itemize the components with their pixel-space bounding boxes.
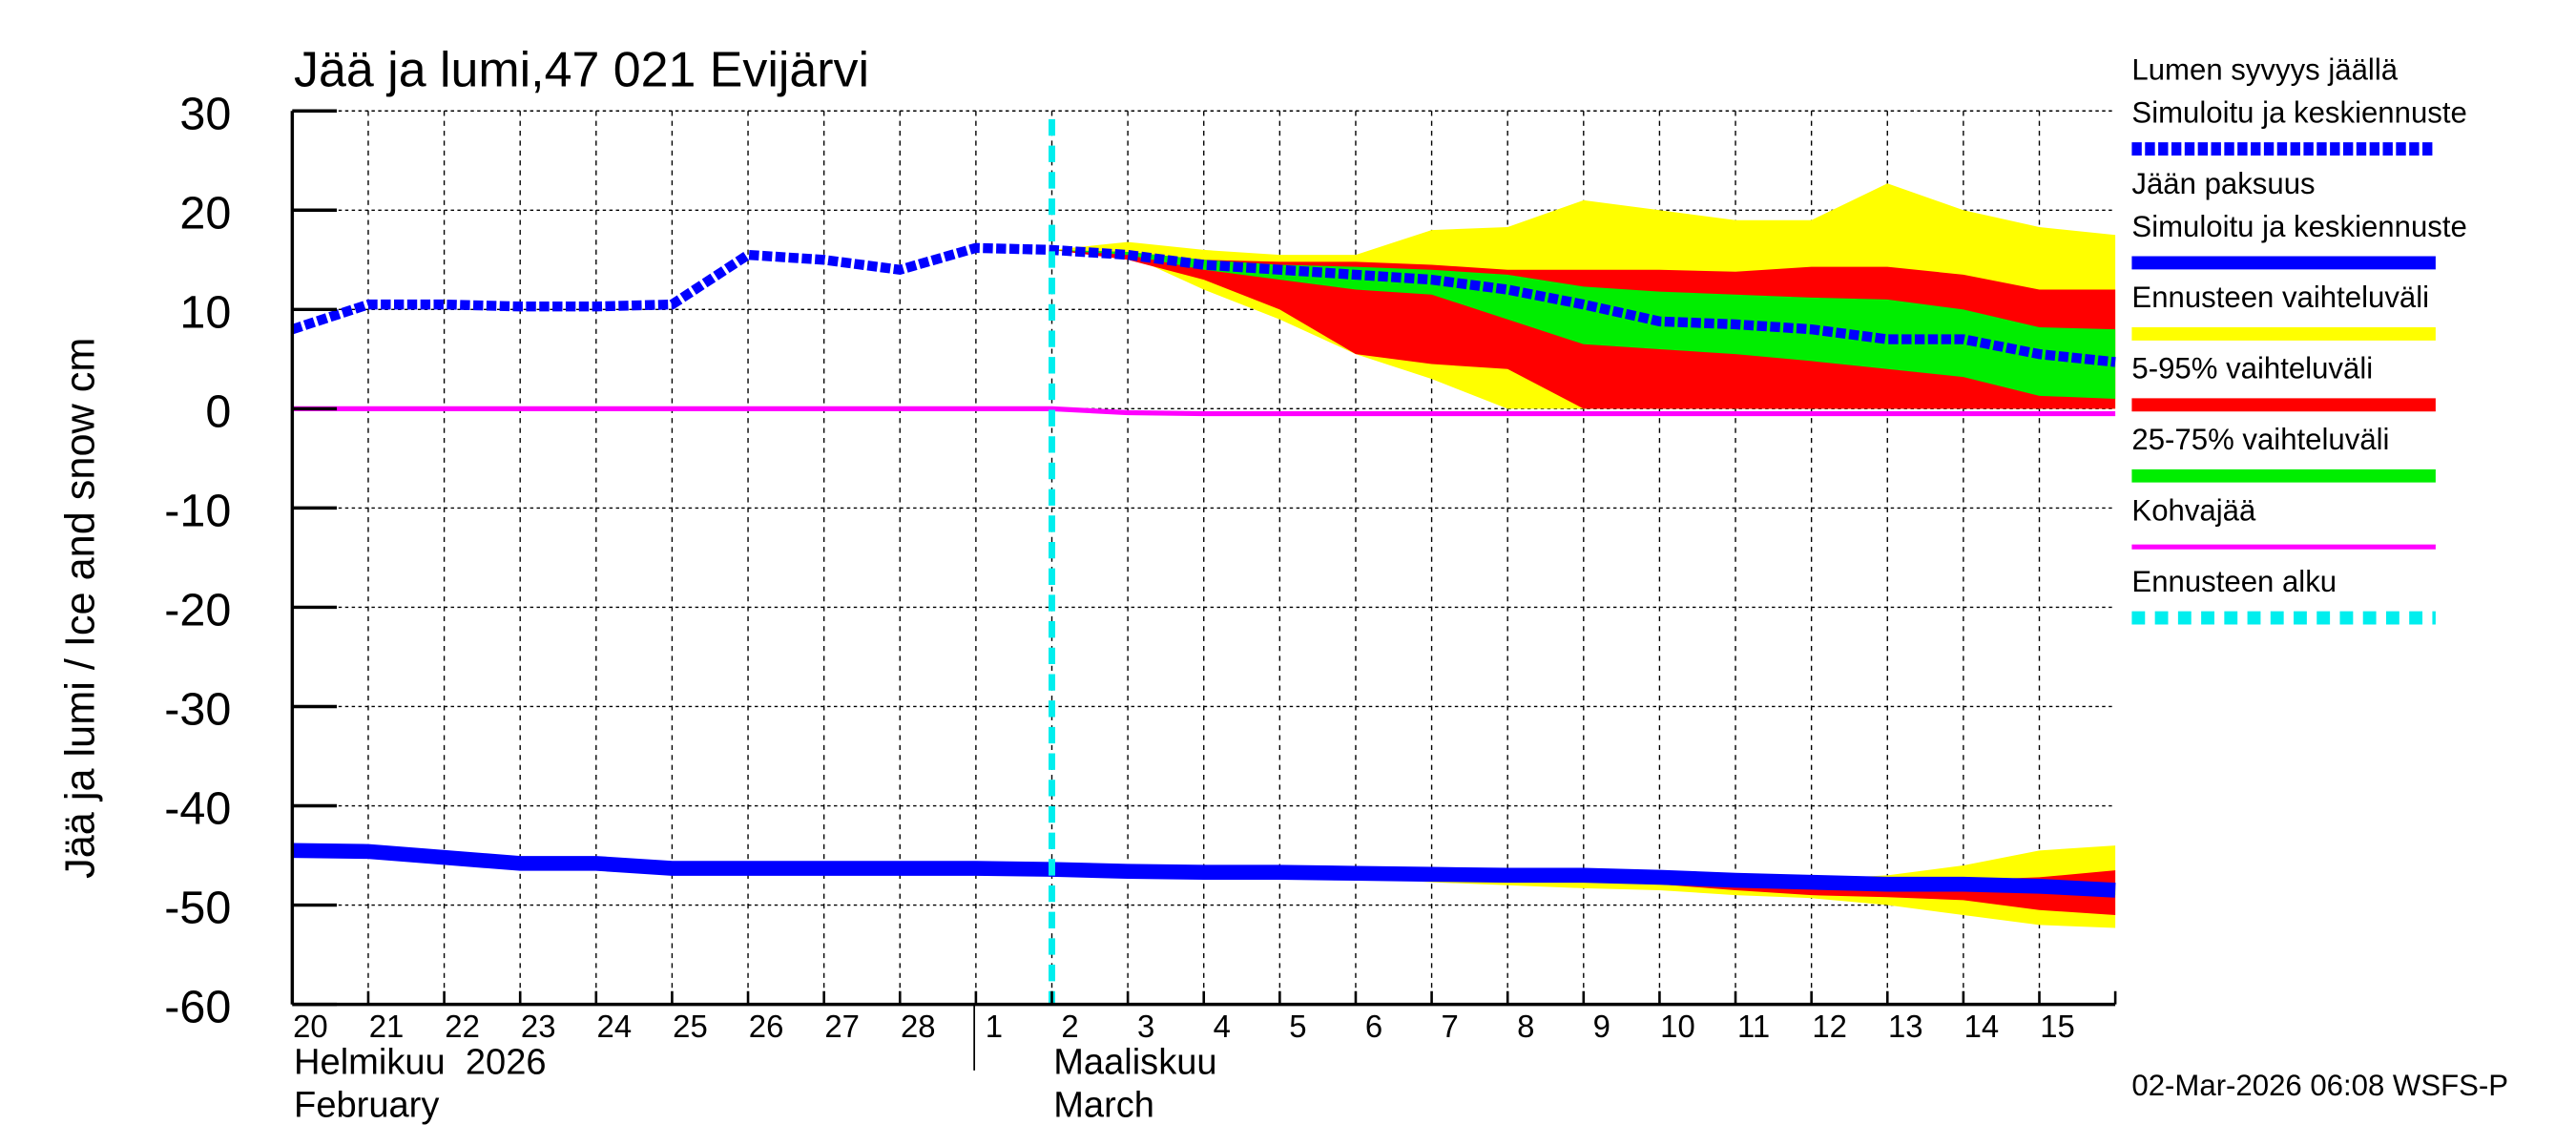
y-tick-label: -30 [164,684,231,736]
month-label-feb-fi: Helmikuu 2026 [294,1042,546,1082]
series-snow-depth [290,242,2116,367]
x-tick-label: 4 [1214,1009,1231,1044]
x-tick-label: 26 [749,1009,784,1044]
x-tick-label: 11 [1737,1009,1770,1044]
y-tick-label: -10 [164,485,231,536]
y-tick-label: -40 [164,783,231,835]
x-tick-label: 9 [1593,1009,1610,1044]
legend-label: Ennusteen vaihteluväli [2131,281,2429,314]
y-tick-label: -50 [164,883,231,934]
legend-label: Simuloitu ja keskiennuste [2131,95,2466,129]
x-tick-label: 20 [293,1009,328,1044]
legend-label: Simuloitu ja keskiennuste [2131,210,2466,243]
month-label-mar-en: March [1053,1085,1154,1125]
x-tick-label: 21 [369,1009,405,1044]
y-tick-label: -60 [164,982,231,1033]
x-tick-label: 1 [986,1009,1003,1044]
y-tick-label: 10 [179,286,231,338]
y-tick-label: 30 [179,88,231,139]
y-axis-label: Jää ja lumi / Ice and snow cm [58,338,104,879]
x-tick-label: 23 [521,1009,556,1044]
series-ice-thickness [292,843,2116,898]
month-label-mar-fi: Maaliskuu [1053,1042,1216,1082]
x-tick-label: 3 [1137,1009,1154,1044]
x-tick-label: 8 [1517,1009,1534,1044]
legend-label: Jään paksuus [2131,167,2315,200]
x-tick-label: 22 [445,1009,480,1044]
y-tick-label: 0 [205,385,231,437]
x-tick-label: 25 [673,1009,708,1044]
legend-label: 25-75% vaihteluväli [2131,423,2389,456]
x-tick-label: 7 [1441,1009,1458,1044]
legend-label: Kohvajää [2131,493,2256,527]
y-tick-label: 20 [179,187,231,239]
series-kohvajaa [292,406,2116,417]
x-tick-label: 27 [824,1009,860,1044]
x-tick-label: 14 [1964,1009,2000,1044]
y-tick-label: -20 [164,584,231,635]
grid [292,110,2116,1006]
x-tick-label: 2 [1061,1009,1078,1044]
x-tick-label: 10 [1660,1009,1695,1044]
legend-label: Ennusteen alku [2131,565,2337,598]
band-snow-25-75-vaihteluv-li [1051,249,2116,399]
series-lines [290,118,2116,1005]
month-label-feb-en: February [294,1085,439,1125]
timestamp: 02-Mar-2026 06:08 WSFS-P [2131,1069,2508,1102]
x-tick-label: 12 [1812,1009,1847,1044]
legend-label: Lumen syvyys jäällä [2131,52,2398,86]
x-tick-label: 5 [1289,1009,1306,1044]
x-tick-label: 13 [1888,1009,1923,1044]
x-tick-label: 28 [901,1009,936,1044]
x-tick-label: 6 [1365,1009,1382,1044]
x-tick-label: 24 [597,1009,633,1044]
x-tick-label: 15 [2040,1009,2075,1044]
band-ice-ennusteen-vaihteluv-li [1051,845,2116,928]
legend-label: 5-95% vaihteluväli [2131,352,2373,385]
legend: Lumen syvyys jäällä Simuloitu ja keskienn… [2131,52,2467,625]
chart-title: Jää ja lumi,47 021 Evijärvi [294,42,869,97]
